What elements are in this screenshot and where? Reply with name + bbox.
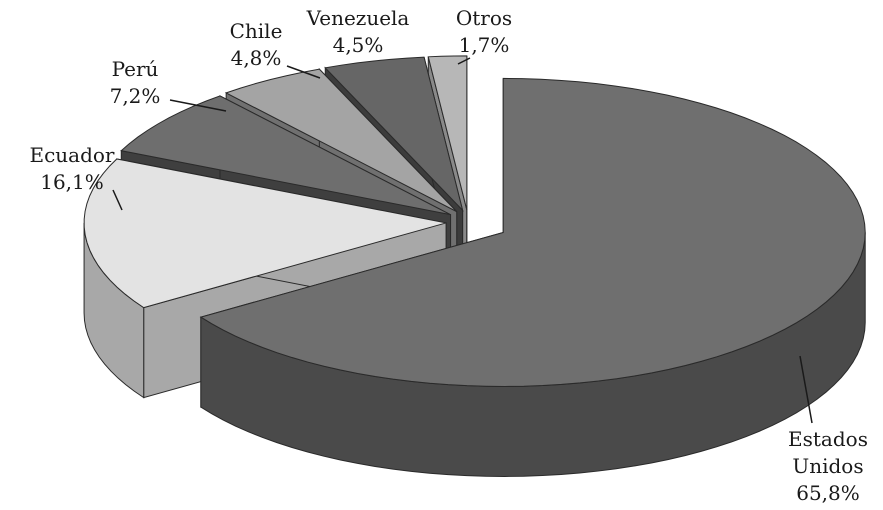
pie-slice-top-face: [120, 95, 451, 216]
data-label-value: 65,8%: [796, 481, 860, 505]
pie-slice-top-face: [324, 56, 464, 212]
data-label-value: 7,2%: [110, 84, 161, 108]
pie-slice-top-face: [199, 77, 866, 387]
data-label-name: Otros: [456, 6, 512, 30]
data-label-value: 16,1%: [40, 170, 104, 194]
leader-line: [799, 355, 813, 424]
data-label-name: Venezuela: [306, 6, 410, 30]
data-label-ecuador: Ecuador 16,1%: [29, 143, 123, 211]
data-label-estados-unidos: Estados Unidos 65,8%: [788, 355, 868, 505]
data-label-chile: Chile 4,8%: [230, 19, 321, 79]
leader-line: [112, 189, 123, 211]
data-label-value: 4,5%: [333, 33, 384, 57]
pie-slice-top-face: [224, 68, 458, 213]
data-label-venezuela: Venezuela 4,5%: [306, 6, 410, 57]
leader-line: [169, 99, 227, 112]
data-label-name: Perú: [112, 57, 159, 81]
leader-line: [457, 57, 471, 65]
data-label-value: 1,7%: [459, 33, 510, 57]
data-label-otros: Otros 1,7%: [456, 6, 512, 65]
data-label-peru: Perú 7,2%: [110, 57, 227, 112]
data-label-name: Unidos: [792, 454, 863, 478]
pie-slice-top-face: [427, 55, 468, 211]
leader-line: [286, 65, 321, 79]
pie-slice-estados-unidos: [199, 77, 866, 477]
data-label-name: Estados: [788, 427, 868, 451]
data-label-value: 4,8%: [231, 46, 282, 70]
data-label-name: Chile: [230, 19, 283, 43]
pie-slice-top-face: [83, 158, 447, 309]
data-label-name: Ecuador: [29, 143, 114, 167]
